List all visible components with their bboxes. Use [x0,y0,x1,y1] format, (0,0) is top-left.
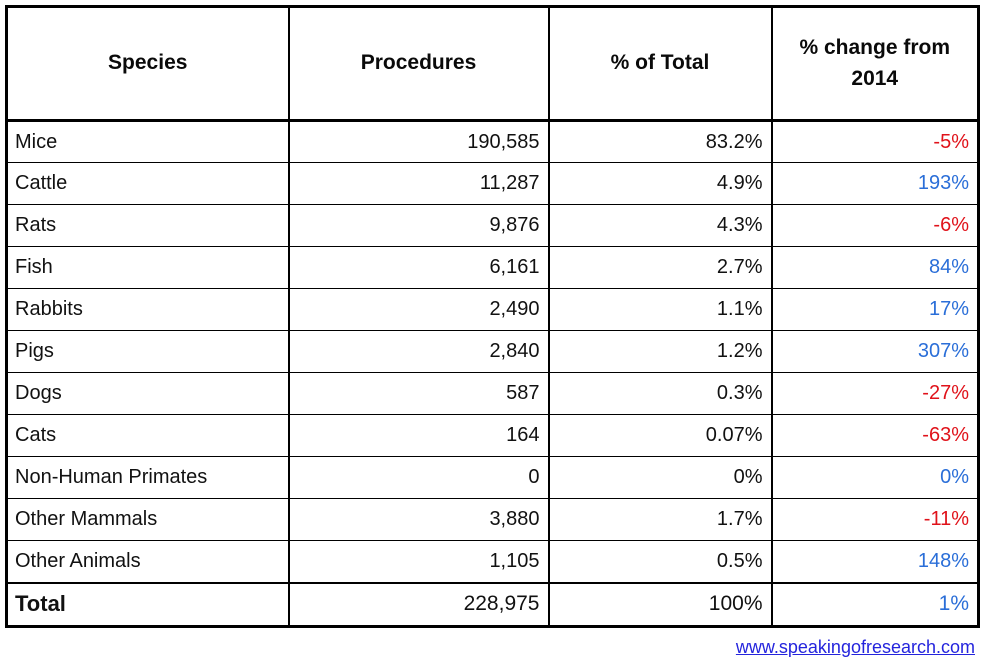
procedures-cell: 190,585 [287,120,550,163]
pct-change-cell: -27% [770,372,980,415]
col-header-pct-total: % of Total [547,6,773,122]
procedures-cell: 164 [287,414,550,457]
pct-total-cell: 83.2% [547,120,773,163]
pct-total-cell: 4.3% [547,204,773,247]
species-procedures-table: Species Procedures % of Total % change f… [5,5,980,628]
table-row: Rabbits 2,490 1.1% 17% [5,288,980,331]
pct-total-cell: 1.2% [547,330,773,373]
species-cell: Total [5,581,290,628]
pct-change-cell: 1% [770,581,980,628]
pct-change-cell: -5% [770,120,980,163]
species-cell: Cats [5,414,290,457]
pct-total-cell: 1.7% [547,498,773,541]
procedures-cell: 228,975 [287,581,550,628]
table-row: Rats 9,876 4.3% -6% [5,204,980,247]
pct-change-cell: -6% [770,204,980,247]
pct-change-cell: 0% [770,456,980,499]
species-cell: Rats [5,204,290,247]
species-cell: Mice [5,120,290,163]
table-row: Dogs 587 0.3% -27% [5,372,980,415]
procedures-cell: 1,105 [287,540,550,583]
pct-change-cell: 148% [770,540,980,583]
species-cell: Other Mammals [5,498,290,541]
pct-total-cell: 0% [547,456,773,499]
table-row: Fish 6,161 2.7% 84% [5,246,980,289]
procedures-cell: 587 [287,372,550,415]
pct-total-cell: 0.07% [547,414,773,457]
procedures-cell: 2,490 [287,288,550,331]
pct-total-cell: 100% [547,581,773,628]
col-header-species: Species [5,6,290,122]
pct-total-cell: 2.7% [547,246,773,289]
procedures-cell: 9,876 [287,204,550,247]
total-row: Total 228,975 100% 1% [5,581,980,628]
pct-total-cell: 0.5% [547,540,773,583]
species-cell: Pigs [5,330,290,373]
footer-link[interactable]: www.speakingofresearch.com [735,637,975,657]
procedures-cell: 0 [287,456,550,499]
pct-total-cell: 0.3% [547,372,773,415]
pct-change-cell: -63% [770,414,980,457]
table-row: Non-Human Primates 0 0% 0% [5,456,980,499]
table-row: Cattle 11,287 4.9% 193% [5,162,980,205]
species-cell: Fish [5,246,290,289]
table-body: Mice 190,585 83.2% -5% Cattle 11,287 4.9% 193% R… [5,120,980,628]
procedures-cell: 2,840 [287,330,550,373]
procedures-cell: 3,880 [287,498,550,541]
pct-total-cell: 1.1% [547,288,773,331]
header-row: Species Procedures % of Total % change f… [5,6,980,122]
procedures-cell: 11,287 [287,162,550,205]
pct-change-cell: 84% [770,246,980,289]
table-row: Mice 190,585 83.2% -5% [5,120,980,163]
footer: www.speakingofresearch.com [736,637,975,658]
pct-total-cell: 4.9% [547,162,773,205]
table-row: Other Animals 1,105 0.5% 148% [5,540,980,583]
pct-change-cell: -11% [770,498,980,541]
species-cell: Other Animals [5,540,290,583]
col-header-pct-change: % change from 2014 [770,6,980,122]
pct-change-cell: 17% [770,288,980,331]
pct-change-cell: 193% [770,162,980,205]
table-row: Pigs 2,840 1.2% 307% [5,330,980,373]
table-row: Cats 164 0.07% -63% [5,414,980,457]
pct-change-cell: 307% [770,330,980,373]
species-cell: Non-Human Primates [5,456,290,499]
procedures-cell: 6,161 [287,246,550,289]
table-row: Other Mammals 3,880 1.7% -11% [5,498,980,541]
species-cell: Dogs [5,372,290,415]
species-cell: Rabbits [5,288,290,331]
col-header-procedures: Procedures [287,6,550,122]
species-cell: Cattle [5,162,290,205]
